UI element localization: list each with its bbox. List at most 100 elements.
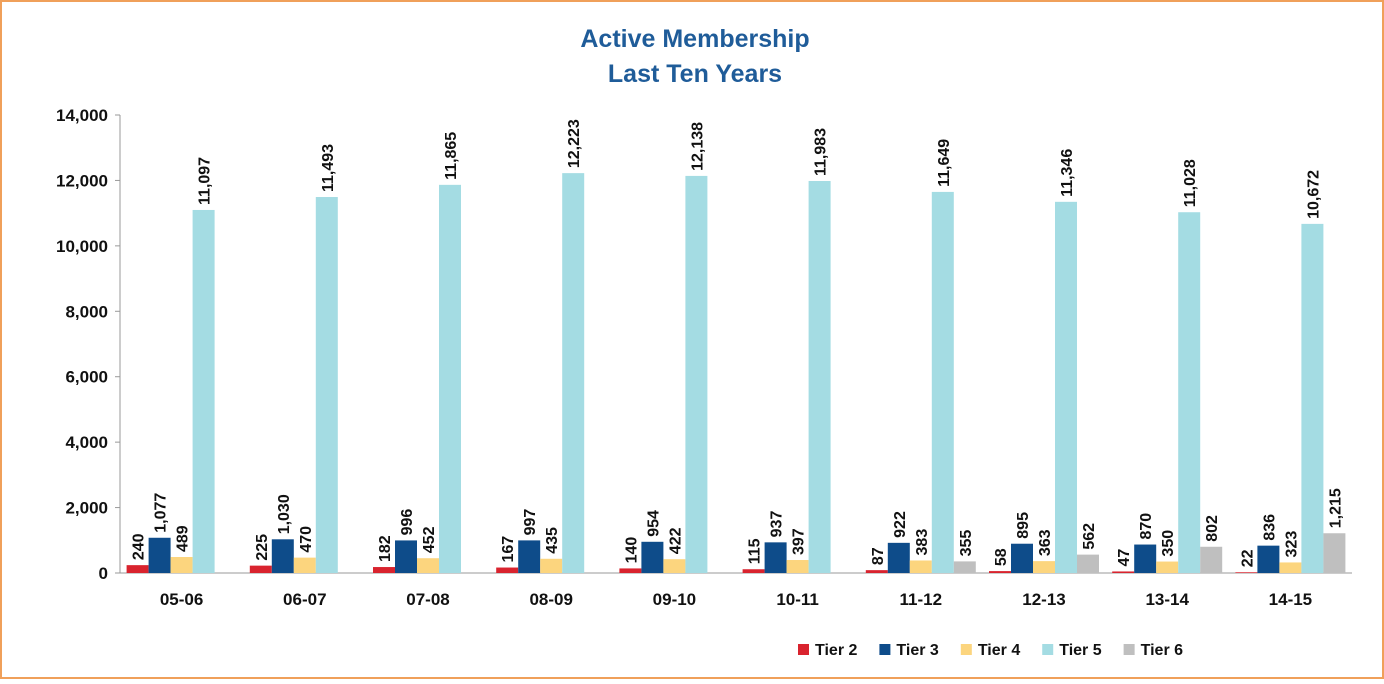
y-tick-label: 4,000 [65, 433, 108, 452]
bar [909, 560, 932, 573]
value-label: 58 [993, 548, 1010, 566]
value-label: 115 [747, 538, 764, 564]
bar [192, 209, 215, 573]
bar [315, 197, 338, 573]
legend-label: Tier 4 [978, 642, 1021, 659]
value-label: 11,865 [443, 132, 460, 180]
value-label: 489 [175, 525, 192, 552]
value-label: 240 [131, 533, 148, 560]
bar [663, 559, 686, 573]
value-label: 954 [645, 510, 662, 537]
x-tick-label: 07-08 [406, 590, 449, 609]
x-tick-label: 09-10 [653, 590, 696, 609]
value-label: 937 [769, 511, 786, 538]
bar [249, 565, 272, 573]
legend-label: Tier 2 [815, 642, 858, 659]
bar [1011, 543, 1033, 573]
bar [1235, 572, 1258, 573]
y-tick-label: 14,000 [56, 106, 108, 125]
bar [1279, 562, 1302, 573]
x-tick-label: 12-13 [1022, 590, 1065, 609]
bar [439, 184, 461, 573]
value-label: 11,097 [197, 157, 214, 205]
bar [518, 540, 541, 573]
y-tick-label: 12,000 [56, 171, 108, 190]
value-label: 383 [914, 529, 931, 556]
y-tick-label: 10,000 [56, 237, 108, 256]
bar [293, 557, 316, 573]
value-label: 470 [298, 526, 315, 553]
y-tick-label: 0 [99, 564, 108, 583]
x-tick-label: 05-06 [160, 590, 203, 609]
value-label: 225 [254, 534, 271, 561]
bar [496, 567, 519, 573]
value-label: 47 [1116, 549, 1133, 567]
x-tick-label: 10-11 [776, 590, 819, 609]
value-label: 11,028 [1182, 159, 1199, 207]
value-label: 22 [1239, 549, 1256, 567]
bar [786, 560, 809, 573]
chart-title: Last Ten Years [608, 60, 782, 88]
legend-swatch [1042, 644, 1054, 655]
x-tick-label: 13-14 [1145, 590, 1189, 609]
value-label: 87 [870, 547, 887, 565]
bar [1200, 546, 1223, 573]
value-label: 996 [399, 509, 416, 536]
x-tick-label: 11-12 [900, 590, 943, 609]
value-label: 397 [791, 528, 808, 555]
bar [170, 557, 193, 573]
chart-title: Active Membership [580, 25, 809, 53]
bar [887, 542, 910, 573]
legend-swatch [879, 644, 891, 655]
bar [1134, 544, 1157, 573]
legend-swatch [798, 644, 809, 655]
value-label: 11,649 [936, 139, 953, 187]
value-label: 11,346 [1059, 149, 1076, 197]
legend-label: Tier 6 [1141, 642, 1184, 659]
legend-swatch [960, 644, 972, 655]
x-tick-label: 14-15 [1269, 590, 1312, 609]
x-tick-label: 06-07 [283, 590, 326, 609]
bar [764, 542, 787, 573]
bar [742, 569, 765, 573]
bar [148, 537, 171, 573]
bar [126, 565, 149, 573]
value-label: 922 [892, 511, 909, 538]
value-label: 422 [667, 527, 684, 554]
bar [373, 567, 395, 573]
bar [953, 561, 976, 573]
value-label: 12,138 [689, 122, 706, 171]
value-label: 562 [1081, 523, 1098, 550]
bar [865, 570, 888, 573]
value-label: 802 [1204, 515, 1221, 542]
bar [989, 571, 1011, 573]
value-label: 167 [500, 536, 517, 563]
bar [395, 540, 417, 573]
bar [1033, 561, 1055, 573]
value-label: 11,493 [320, 144, 337, 192]
bar [1301, 223, 1324, 573]
bar [1323, 533, 1346, 573]
bar [685, 175, 708, 573]
value-label: 182 [377, 535, 394, 562]
value-label: 355 [958, 530, 975, 557]
value-label: 323 [1283, 531, 1300, 558]
value-label: 11,983 [813, 128, 830, 176]
y-tick-label: 2,000 [65, 499, 108, 518]
legend-label: Tier 3 [896, 642, 939, 659]
x-tick-label: 08-09 [529, 590, 572, 609]
value-label: 435 [544, 527, 561, 554]
bar [1112, 571, 1135, 573]
value-label: 350 [1160, 530, 1177, 557]
bar [1077, 554, 1099, 573]
value-label: 870 [1138, 513, 1155, 540]
bar [540, 558, 563, 573]
value-label: 1,215 [1327, 488, 1344, 528]
value-label: 140 [623, 537, 640, 564]
value-label: 997 [522, 509, 539, 536]
bar [619, 568, 642, 573]
value-label: 1,030 [276, 494, 293, 534]
bar [931, 191, 954, 573]
value-label: 10,672 [1305, 170, 1322, 219]
